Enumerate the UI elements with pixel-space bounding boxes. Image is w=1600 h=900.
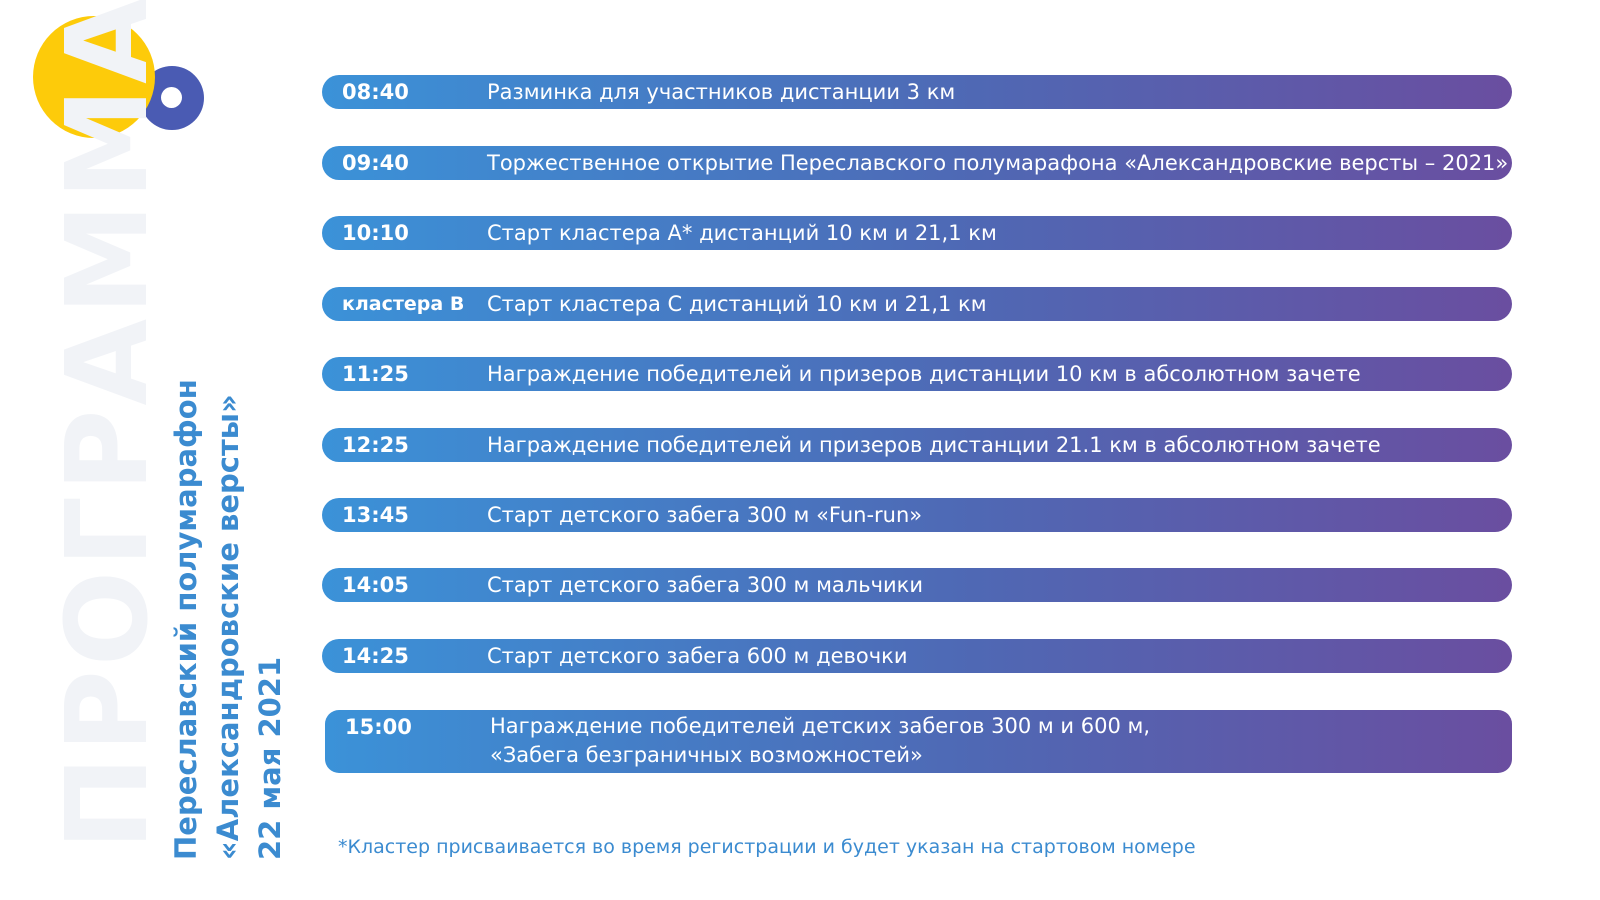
schedule-item: 12:25 Награждение победителей и призеров…: [322, 428, 1512, 462]
logo-ring-hole: [161, 87, 182, 108]
schedule-time: кластера В: [342, 293, 465, 315]
schedule-time: 15:00: [345, 715, 412, 739]
schedule-item: 13:45 Старт детского забега 300 м «Fun-r…: [322, 498, 1512, 532]
schedule-time: 08:40: [342, 80, 409, 104]
schedule-time: 13:45: [342, 503, 409, 527]
schedule-time: 14:05: [342, 573, 409, 597]
schedule-description: Торжественное открытие Переславского пол…: [487, 151, 1509, 175]
schedule-time: 14:25: [342, 644, 409, 668]
schedule-description-line1: Награждение победителей детских забегов …: [490, 714, 1151, 738]
schedule-description: Старт кластера А* дистанций 10 км и 21,1…: [487, 221, 997, 245]
cluster-footnote: *Кластер присваивается во время регистра…: [338, 836, 1196, 858]
schedule-item: 14:05 Старт детского забега 300 м мальчи…: [322, 568, 1512, 602]
event-logo: [0, 0, 220, 150]
schedule-description: Старт кластера С дистанций 10 км и 21,1 …: [487, 292, 987, 316]
schedule-description: Награждение победителей и призеров диста…: [487, 433, 1381, 457]
schedule-description-line2: «Забега безграничных возможностей»: [490, 743, 923, 767]
schedule-description: Разминка для участников дистанции 3 км: [487, 80, 956, 104]
schedule-time: 11:25: [342, 362, 409, 386]
schedule-description: Старт детского забега 300 м мальчики: [487, 573, 923, 597]
schedule-item: 10:10 Старт кластера А* дистанций 10 км …: [322, 216, 1512, 250]
schedule-description: Старт детского забега 600 м девочки: [487, 644, 908, 668]
schedule-description: Награждение победителей детских забегов …: [490, 712, 1150, 770]
schedule-time: 09:40: [342, 151, 409, 175]
schedule-time: 12:25: [342, 433, 409, 457]
schedule-time: 10:10: [342, 221, 409, 245]
schedule-item: 08:40 Разминка для участников дистанции …: [322, 75, 1512, 109]
schedule-item: 14:25 Старт детского забега 600 м девочк…: [322, 639, 1512, 673]
schedule-item: кластера В Старт кластера С дистанций 10…: [322, 287, 1512, 321]
schedule-description: Награждение победителей и призеров диста…: [487, 362, 1361, 386]
logo-sun-circle: [33, 16, 155, 138]
schedule-item: 15:00 Награждение победителей детских за…: [325, 710, 1512, 773]
schedule-item: 11:25 Награждение победителей и призеров…: [322, 357, 1512, 391]
schedule-description: Старт детского забега 300 м «Fun-run»: [487, 503, 923, 527]
schedule-item: 09:40 Торжественное открытие Переславско…: [322, 146, 1512, 180]
